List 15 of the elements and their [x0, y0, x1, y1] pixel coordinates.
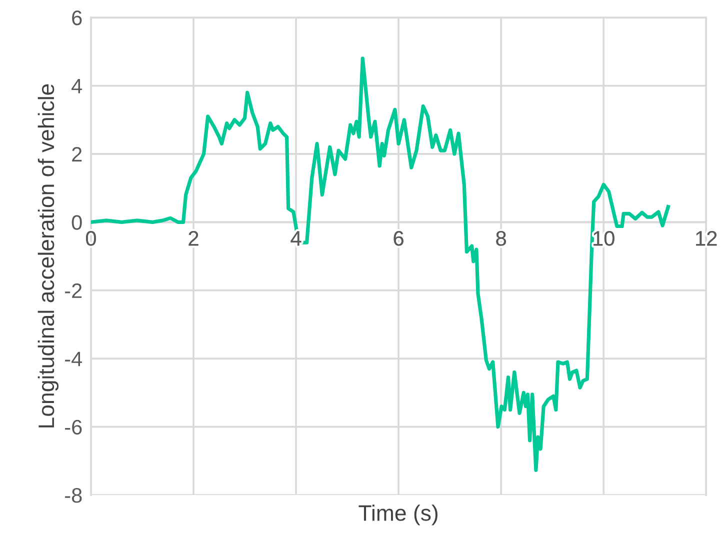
y-tick-label: 0: [72, 215, 82, 230]
y-tick-label: -6: [65, 420, 82, 435]
x-tick-label: 0: [86, 231, 96, 246]
y-tick-label: 4: [72, 78, 82, 94]
x-tick-label: 6: [394, 231, 404, 246]
y-tick-label: -2: [65, 283, 82, 298]
y-tick-label: 2: [72, 146, 82, 162]
x-tick-label: 8: [496, 231, 506, 246]
x-tick-label: 2: [188, 231, 198, 246]
y-tick-label: -8: [65, 488, 82, 503]
y-tick-label: 6: [72, 10, 82, 26]
y-axis-title: Longitudinal acceleration of vehicle: [38, 84, 59, 428]
x-axis-title: Time (s): [358, 504, 438, 526]
y-tick-label: -4: [65, 352, 82, 366]
x-tick-label: 12: [696, 231, 717, 246]
